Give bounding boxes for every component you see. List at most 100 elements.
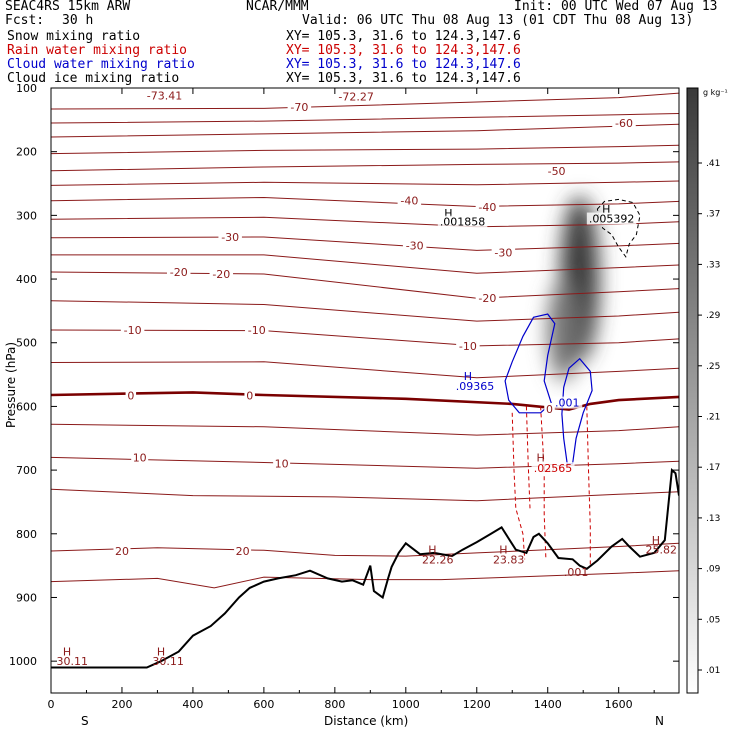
annotation-bg-3 <box>552 396 583 409</box>
annotation-3: .001 <box>555 397 580 410</box>
temperature-label-bg-0 <box>143 89 187 102</box>
temperature-contour-5 <box>51 180 679 186</box>
temperature-label-14: -10 <box>248 324 266 337</box>
high-marker-5: H <box>652 534 660 547</box>
x-tick-label-0: 0 <box>48 698 55 711</box>
rain-contour-1 <box>525 406 531 509</box>
temperature-contour-2 <box>51 123 679 138</box>
temperature-label-bg-22 <box>113 544 131 557</box>
temperature-label-7: -30 <box>221 231 239 244</box>
high-marker-2: H <box>428 544 436 557</box>
temperature-label-bg-7 <box>218 231 242 244</box>
x-tick-label-1: 200 <box>111 698 132 711</box>
colorbar-ticks: .41 .37 .33 .29 .25 .21 .17 .13 .09 .05 .01 <box>698 159 721 676</box>
colorbar-tick-label-6: .17 <box>706 463 720 473</box>
temperature-contour-11 <box>51 300 679 322</box>
legend-rain-name: Rain water mixing ratio <box>7 43 188 58</box>
annotation-bg-1 <box>586 212 637 225</box>
temperature-contour-16 <box>51 456 679 469</box>
temperature-label-5: -40 <box>400 195 418 208</box>
legend-snow-xy: XY= 105.3, 31.6 to 124.3,147.6 <box>286 29 521 44</box>
legend-cloud-water-name: Cloud water mixing ratio <box>7 57 195 72</box>
model-title: SEAC4RS 15km ARW <box>5 0 131 14</box>
high-marker-8: H <box>464 370 472 383</box>
temperature-label-bg-4 <box>544 164 569 177</box>
max-label-2: 22.26 <box>422 553 454 566</box>
colorbar-tick-label-5: .21 <box>706 413 720 423</box>
y-tick-label-3: 400 <box>16 273 37 286</box>
temperature-contour-1 <box>51 113 679 124</box>
high-marker-1: H <box>157 646 165 659</box>
plot-frame <box>50 87 680 694</box>
colorbar-tick-label-9: .05 <box>706 615 720 625</box>
forecast-hours: 30 h <box>62 13 94 28</box>
annotation-2: .09365 <box>456 380 495 393</box>
temperature-contour-3 <box>51 144 679 155</box>
high-marker-7: H <box>602 203 610 216</box>
temperature-contour-14 <box>51 391 679 411</box>
high-marker-6: H <box>444 207 452 220</box>
temperature-label-bg-13 <box>120 324 145 336</box>
high-marker-3: H <box>499 544 507 557</box>
max-label-4: 25.82 <box>646 544 678 557</box>
temperature-label-23: 20 <box>236 545 250 558</box>
temperature-label-12: -20 <box>478 292 496 305</box>
cloud-water-contour-1 <box>561 357 593 465</box>
max-label-5: .001 <box>564 566 589 579</box>
colorbar-tick-label-0: .41 <box>706 159 720 169</box>
temperature-label-bg-9 <box>491 246 516 259</box>
annotation-bg-0 <box>437 215 488 228</box>
cloud-water-contour-0 <box>504 313 556 414</box>
annotation-0: .001858 <box>440 216 486 229</box>
y-tick-label-7: 800 <box>16 528 37 541</box>
north-label: N <box>655 714 664 728</box>
temperature-label-6: -40 <box>478 201 496 214</box>
temperature-label-13: -10 <box>124 324 142 337</box>
temperature-label-bg-1 <box>334 90 378 103</box>
legend-cloud-ice-xy: XY= 105.3, 31.6 to 124.3,147.6 <box>286 71 521 86</box>
temperature-contour-0 <box>51 92 679 110</box>
source-label: NCAR/MMM <box>246 0 309 14</box>
x-tick-label-4: 800 <box>324 698 345 711</box>
temperature-label-17: 0 <box>246 390 253 403</box>
temperature-label-bg-2 <box>287 101 312 114</box>
temperature-label-bg-6 <box>475 201 500 214</box>
y-tick-label-9: 1000 <box>9 655 37 668</box>
annotation-1: .005392 <box>589 213 635 226</box>
temperature-label-bg-20 <box>273 457 291 470</box>
temperature-label-1: -72.27 <box>338 90 373 103</box>
x-tick-label-7: 1400 <box>534 698 562 711</box>
temperature-contour-13 <box>51 361 679 379</box>
temperature-contour-9 <box>51 254 679 274</box>
temperature-contour-8 <box>51 236 679 251</box>
snow-blobs <box>547 196 600 381</box>
x-tick-label-3: 600 <box>253 698 274 711</box>
legend-cloud-water-xy: XY= 105.3, 31.6 to 124.3,147.6 <box>286 57 521 72</box>
temperature-label-22: 20 <box>115 545 129 558</box>
temperature-label-bg-17 <box>244 389 255 402</box>
forecast-label: Fcst: <box>5 13 45 28</box>
temperature-label-10: -20 <box>170 266 188 279</box>
x-axis-title: Distance (km) <box>324 714 409 728</box>
y-tick-label-4: 500 <box>16 337 37 350</box>
annotation-bg-2 <box>453 380 497 393</box>
y-tick-label-5: 600 <box>16 400 37 413</box>
y-tick-label-6: 700 <box>16 464 37 477</box>
y-tick-label-1: 200 <box>16 146 37 159</box>
colorbar-tick-label-4: .25 <box>706 362 720 372</box>
colorbar-tick-label-7: .13 <box>706 514 720 524</box>
cloud-contours <box>504 198 641 566</box>
temperature-label-bg-8 <box>402 239 427 252</box>
temperature-label-bg-12 <box>475 292 500 305</box>
temperature-label-16: 0 <box>127 390 134 403</box>
temperature-label-3: -60 <box>615 117 633 130</box>
max-label-1: 30.11 <box>152 655 184 668</box>
init-time: Init: 00 UTC Wed 07 Aug 13 <box>514 0 718 14</box>
temperature-label-bg-10 <box>166 266 191 279</box>
temperature-label-19: 10 <box>133 451 147 464</box>
temperature-label-bg-18 <box>544 402 555 415</box>
max-label-0: 30.11 <box>57 655 89 668</box>
colorbar-tick-label-8: .09 <box>706 565 721 575</box>
temperature-label-bg-19 <box>131 451 149 464</box>
